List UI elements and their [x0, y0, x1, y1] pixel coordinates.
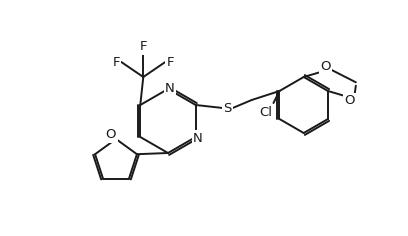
Text: O: O	[320, 60, 331, 73]
Text: O: O	[345, 94, 355, 108]
Text: S: S	[224, 101, 232, 114]
Text: F: F	[166, 55, 174, 68]
Text: N: N	[193, 131, 203, 144]
Text: F: F	[140, 41, 147, 54]
Text: N: N	[165, 83, 175, 96]
Text: Cl: Cl	[259, 106, 272, 119]
Text: O: O	[106, 128, 116, 142]
Text: F: F	[113, 55, 120, 68]
